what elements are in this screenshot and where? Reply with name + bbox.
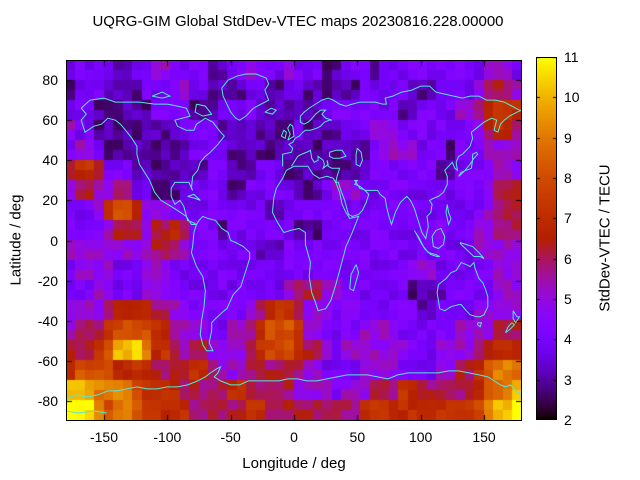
x-tick-label: -100: [153, 429, 182, 445]
x-tick-label: 50: [349, 429, 366, 445]
chart-title: UQRG-GIM Global StdDev-VTEC maps 2023081…: [92, 13, 504, 30]
colorbar-tick-label: 7: [564, 210, 572, 227]
colorbar-tick-label: 5: [564, 291, 572, 307]
y-tick-label: 80: [42, 72, 58, 89]
x-axis-label: Longitude / deg: [242, 455, 346, 472]
y-tick-label: -60: [37, 352, 58, 369]
y-axis-label: Latitude / deg: [7, 194, 25, 286]
x-tick-label: -150: [89, 429, 119, 445]
y-tick-label: 0: [50, 232, 58, 249]
y-tick-label: -40: [37, 312, 58, 329]
colorbar-tick-label: 2: [564, 412, 572, 428]
colorbar-tick-label: 9: [564, 129, 572, 146]
y-tick-label: -20: [37, 272, 58, 289]
x-tick-label: 100: [408, 429, 433, 445]
colorbar-tick-label: 11: [564, 49, 579, 65]
y-tick-label: 40: [42, 152, 58, 169]
x-tick-label: -50: [220, 429, 241, 445]
x-tick-label: 150: [472, 429, 496, 445]
colorbar-tick-label: 10: [564, 89, 580, 106]
colorbar-tick-label: 3: [564, 371, 572, 388]
colorbar-canvas: [536, 57, 557, 420]
heatmap-canvas: [66, 60, 522, 421]
colorbar-tick-label: 8: [564, 170, 572, 186]
y-tick-label: 20: [42, 192, 58, 209]
colorbar-label: StdDev-VTEC / TECU: [596, 164, 614, 312]
y-tick-label: -80: [37, 392, 58, 409]
y-tick-label: 60: [42, 112, 58, 129]
x-tick-label: 0: [290, 429, 298, 445]
colorbar-tick-label: 6: [564, 250, 572, 267]
colorbar-tick-label: 4: [564, 331, 572, 348]
